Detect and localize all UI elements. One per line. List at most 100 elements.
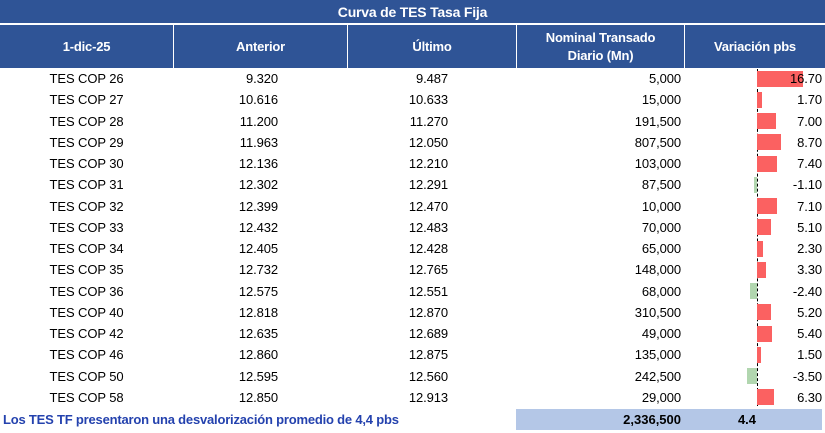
ultimo-value: 9.487	[415, 71, 448, 87]
variacion-cell: 5.10	[684, 217, 825, 238]
variacion-value: 8.70	[797, 134, 822, 150]
anterior-value: 11.963	[239, 134, 278, 150]
ultimo-value: 12.551	[408, 283, 448, 299]
bond-name: TES COP 46	[49, 347, 124, 363]
bond-name: TES COP 28	[49, 113, 124, 129]
variacion-cell: 16.70	[684, 68, 825, 89]
bond-name: TES COP 26	[49, 71, 124, 87]
ultimo-value: 12.050	[408, 134, 448, 150]
table-row: TES COP 33 12.432 12.483 70,000 5.10	[0, 217, 825, 238]
variacion-value: 6.30	[797, 389, 822, 405]
variacion-value: 7.00	[797, 113, 822, 129]
bond-name: TES COP 32	[49, 198, 124, 214]
variacion-cell: 7.40	[684, 153, 825, 174]
anterior-value: 12.595	[238, 368, 278, 384]
anterior-value: 12.850	[238, 389, 278, 405]
ultimo-value: 12.913	[408, 389, 448, 405]
anterior-value: 12.818	[238, 304, 278, 320]
variacion-cell: 6.30	[684, 387, 825, 408]
variacion-cell: 5.40	[684, 323, 825, 344]
ultimo-value: 12.875	[408, 347, 448, 363]
bond-name: TES COP 58	[49, 389, 124, 405]
table-row: TES COP 40 12.818 12.870 310,500 5.20	[0, 302, 825, 323]
variacion-value: -1.10	[792, 177, 822, 193]
nominal-value: 49,000	[641, 326, 681, 342]
average-variacion: 4.4	[684, 409, 822, 430]
variacion-bar	[750, 283, 757, 299]
variacion-cell: 2.30	[684, 238, 825, 259]
anterior-value: 12.136	[238, 156, 278, 172]
table-row: TES COP 50 12.595 12.560 242,500 -3.50	[0, 366, 825, 387]
bond-name: TES COP 31	[49, 177, 124, 193]
ultimo-value: 12.765	[408, 262, 448, 278]
table-header: 1-dic-25 Anterior Último Nominal Transad…	[0, 25, 825, 68]
table-row: TES COP 42 12.635 12.689 49,000 5.40	[0, 323, 825, 344]
bond-name: TES COP 40	[49, 304, 124, 320]
anterior-value: 12.575	[238, 283, 278, 299]
variacion-cell: 3.30	[684, 259, 825, 280]
anterior-value: 12.432	[238, 219, 278, 235]
bond-name: TES COP 27	[49, 92, 124, 108]
table-footer: Los TES TF presentaron una desvalorizaci…	[0, 409, 825, 430]
ultimo-value: 12.291	[408, 177, 448, 193]
variacion-cell: 5.20	[684, 302, 825, 323]
anterior-value: 12.302	[238, 177, 278, 193]
header-ultimo: Último	[347, 25, 516, 68]
variacion-cell: 7.00	[684, 111, 825, 132]
variacion-value: 2.30	[797, 241, 822, 256]
variacion-value: 7.10	[797, 198, 822, 214]
table-row: TES COP 32 12.399 12.470 10,000 7.10	[0, 196, 825, 217]
variacion-bar	[757, 304, 772, 321]
table-row: TES COP 34 12.405 12.428 65,000 2.30	[0, 238, 825, 259]
variacion-value: -2.40	[792, 283, 822, 299]
table-row: TES COP 26 9.320 9.487 5,000 16.70	[0, 68, 825, 89]
ultimo-value: 11.270	[409, 113, 448, 129]
header-date: 1-dic-25	[0, 25, 173, 68]
variacion-bar	[757, 346, 762, 363]
nominal-value: 135,000	[634, 347, 681, 363]
summary-note: Los TES TF presentaron una desvalorizaci…	[3, 412, 399, 427]
anterior-value: 12.405	[238, 241, 278, 257]
bond-name: TES COP 29	[49, 134, 124, 150]
variacion-value: 7.40	[797, 156, 822, 171]
table-row: TES COP 36 12.575 12.551 68,000 -2.40	[0, 281, 825, 302]
variacion-bar	[757, 134, 781, 151]
anterior-value: 12.860	[238, 347, 278, 363]
variacion-value: 1.70	[797, 92, 822, 108]
ultimo-value: 10.633	[408, 92, 448, 108]
anterior-value: 9.320	[245, 71, 278, 87]
ultimo-value: 12.470	[408, 198, 448, 214]
variacion-bar	[757, 113, 777, 129]
nominal-value: 807,500	[634, 134, 681, 150]
bond-name: TES COP 42	[49, 326, 124, 342]
bond-name: TES COP 35	[49, 262, 124, 278]
variacion-cell: 1.70	[684, 89, 825, 110]
variacion-value: 5.20	[797, 304, 822, 320]
bond-name: TES COP 34	[49, 241, 124, 257]
table-row: TES COP 27 10.616 10.633 15,000 1.70	[0, 89, 825, 110]
bond-name: TES COP 50	[49, 368, 124, 384]
table-row: TES COP 29 11.963 12.050 807,500 8.70	[0, 132, 825, 153]
variacion-bar	[757, 261, 767, 278]
variacion-bar	[757, 91, 762, 108]
nominal-value: 15,000	[641, 92, 681, 108]
header-variacion: Variación pbs	[684, 25, 825, 68]
ultimo-value: 12.689	[408, 326, 448, 342]
anterior-value: 11.200	[239, 113, 278, 129]
variacion-cell: 1.50	[684, 344, 825, 365]
table-row: TES COP 31 12.302 12.291 87,500 -1.10	[0, 174, 825, 195]
zero-axis-line	[757, 69, 758, 406]
nominal-value: 70,000	[641, 219, 681, 235]
nominal-value: 103,000	[634, 156, 681, 172]
bond-name: TES COP 36	[49, 283, 124, 299]
table-row: TES COP 28 11.200 11.270 191,500 7.00	[0, 111, 825, 132]
header-anterior: Anterior	[173, 25, 347, 68]
anterior-value: 10.616	[238, 92, 278, 108]
nominal-value: 148,000	[634, 262, 681, 278]
variacion-value: 5.40	[797, 326, 822, 341]
nominal-value: 191,500	[634, 113, 681, 129]
variacion-bar	[757, 219, 772, 236]
variacion-value: 3.30	[797, 262, 822, 278]
anterior-value: 12.399	[238, 198, 278, 214]
